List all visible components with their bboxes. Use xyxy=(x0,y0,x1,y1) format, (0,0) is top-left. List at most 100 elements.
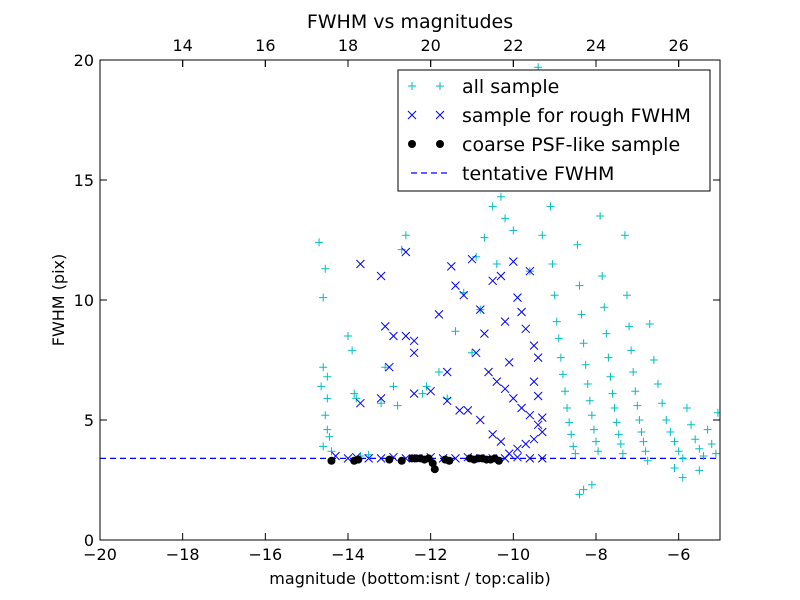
rough-fwhm-point xyxy=(513,444,522,454)
rough-fwhm-point xyxy=(492,377,502,386)
legend-swatch-all-sample xyxy=(408,82,416,90)
rough-fwhm-point xyxy=(521,324,531,334)
psf-like-point xyxy=(445,456,454,465)
all-sample-point xyxy=(321,411,330,420)
all-sample-point xyxy=(637,428,646,436)
all-sample-point xyxy=(567,430,576,439)
rough-fwhm-point xyxy=(533,420,543,430)
all-sample-point xyxy=(654,380,662,388)
legend-box xyxy=(397,69,711,192)
all-sample-point xyxy=(600,303,609,312)
all-sample-point xyxy=(587,411,596,420)
legend-entry-label: all sample xyxy=(462,76,559,98)
all-sample-point xyxy=(573,240,582,249)
all-sample-point xyxy=(598,272,607,280)
psf-like-point xyxy=(397,456,406,465)
all-sample-point xyxy=(548,260,557,268)
rough-fwhm-point xyxy=(517,307,526,317)
all-sample-point xyxy=(687,420,696,429)
all-sample-point xyxy=(682,404,691,412)
all-sample-point xyxy=(658,399,667,408)
all-sample-point xyxy=(377,399,386,408)
rough-fwhm-point xyxy=(426,386,436,396)
rough-fwhm-point xyxy=(389,331,398,341)
all-sample-point xyxy=(327,447,336,456)
all-sample-point xyxy=(575,281,584,290)
top-x-tick-label: 16 xyxy=(255,36,275,55)
y-tick-label: 10 xyxy=(74,291,94,310)
all-sample-point xyxy=(678,473,687,482)
all-sample-point xyxy=(552,317,561,326)
all-sample-point xyxy=(695,466,704,475)
rough-fwhm-point xyxy=(446,262,456,271)
psf-like-point xyxy=(385,455,394,464)
all-sample-point xyxy=(699,452,708,460)
all-sample-point xyxy=(571,449,580,458)
all-sample-point xyxy=(364,450,373,459)
top-x-tick-label: 22 xyxy=(503,36,523,55)
all-sample-point xyxy=(670,437,679,446)
all-sample-point xyxy=(323,372,332,381)
all-sample-point xyxy=(589,425,598,434)
all-sample-point xyxy=(554,334,563,343)
legend-swatch-psf-like xyxy=(408,140,416,148)
all-sample-point xyxy=(488,202,497,211)
legend-entry-label: tentative FWHM xyxy=(462,163,614,185)
all-sample-point xyxy=(612,418,621,427)
all-sample-point xyxy=(401,231,410,240)
all-sample-point xyxy=(468,348,476,357)
rough-fwhm-point xyxy=(533,391,543,401)
rough-fwhm-point xyxy=(484,367,493,377)
rough-fwhm-point xyxy=(525,410,535,420)
rough-fwhm-point xyxy=(496,271,506,281)
rough-fwhm-point xyxy=(380,322,390,331)
rough-fwhm-point xyxy=(500,317,510,326)
top-x-tick-label: 18 xyxy=(338,36,358,55)
all-sample-point xyxy=(579,485,588,494)
all-sample-point xyxy=(451,327,460,336)
all-sample-point xyxy=(317,382,326,391)
rough-fwhm-point xyxy=(401,331,411,341)
all-sample-point xyxy=(633,401,642,410)
rough-fwhm-point xyxy=(376,394,386,403)
legend-entry-label: sample for rough FWHM xyxy=(462,105,691,127)
all-sample-point xyxy=(422,382,431,391)
all-sample-point xyxy=(623,291,631,300)
all-sample-point xyxy=(631,387,640,396)
rough-fwhm-point xyxy=(463,406,473,415)
rough-fwhm-point xyxy=(529,434,539,444)
psf-like-point xyxy=(354,455,363,464)
all-sample-point xyxy=(602,329,611,338)
x-tick-label: −10 xyxy=(496,545,530,564)
legend-swatch-all-sample xyxy=(436,82,444,90)
all-sample-point xyxy=(538,231,547,240)
all-sample-point xyxy=(323,394,332,403)
rough-fwhm-point xyxy=(475,415,485,425)
all-sample-point xyxy=(480,233,489,242)
all-sample-point xyxy=(434,368,443,376)
rough-fwhm-point xyxy=(529,377,539,386)
all-sample-point xyxy=(352,394,361,403)
all-sample-point xyxy=(472,252,481,261)
top-x-tick-label: 24 xyxy=(586,36,606,55)
all-sample-point xyxy=(614,430,623,439)
rough-fwhm-point xyxy=(513,293,522,302)
all-sample-point xyxy=(348,346,357,355)
all-sample-point xyxy=(579,339,588,348)
legend-swatch-rough-fwhm xyxy=(407,110,417,120)
top-x-tick-label: 14 xyxy=(172,36,192,55)
psf-like-point xyxy=(428,459,437,468)
all-sample-point xyxy=(321,264,330,273)
rough-fwhm-point xyxy=(409,389,419,398)
all-sample-point xyxy=(674,447,683,456)
rough-fwhm-point xyxy=(537,454,547,463)
rough-fwhm-point xyxy=(480,329,489,338)
legend-swatch-rough-fwhm xyxy=(435,110,445,120)
all-sample-point xyxy=(610,404,619,412)
rough-fwhm-point xyxy=(513,452,522,462)
legend-entry-label: coarse PSF-like sample xyxy=(462,134,680,156)
all-sample-point xyxy=(577,310,586,319)
rough-fwhm-point xyxy=(459,290,469,300)
rough-fwhm-point xyxy=(442,396,452,406)
